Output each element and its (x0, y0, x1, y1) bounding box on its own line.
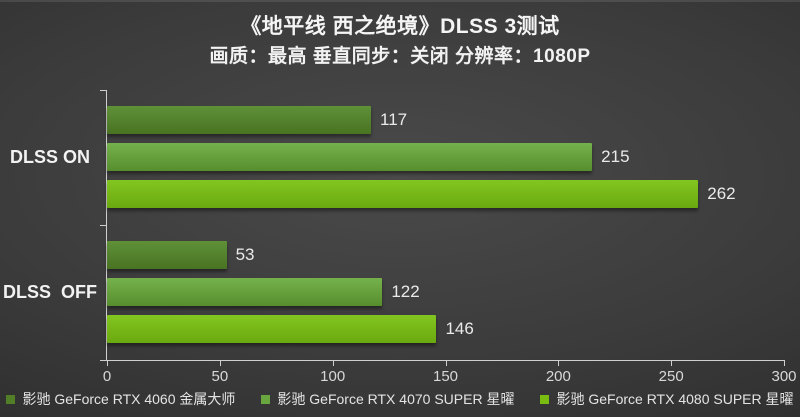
legend-item: 影驰 GeForce RTX 4080 SUPER 星曜 (540, 389, 794, 409)
x-axis-tick (671, 361, 673, 366)
x-axis-tick-label: 100 (320, 368, 346, 385)
plot-area: DLSS ON 117 215 262 DLSS OFF 53 122 146 0 50 100 15… (3, 90, 797, 385)
bar-row: 215 (107, 143, 784, 171)
category-group: DLSS ON 117 215 262 (10, 90, 784, 225)
x-axis-tick (107, 361, 108, 366)
bar-value-label: 53 (235, 245, 255, 264)
x-axis-tick (445, 361, 447, 366)
x-axis-tick-label: 300 (771, 368, 797, 385)
x-axis-line (106, 360, 785, 361)
category-group: DLSS OFF 53 122 146 (3, 225, 784, 360)
x-axis-tick (219, 361, 221, 366)
bar (107, 180, 699, 208)
legend-swatch-icon (261, 394, 271, 404)
chart-subtitle: 画质：最高 垂直同步：关闭 分辨率：1080P (209, 46, 591, 67)
bar (107, 241, 227, 269)
bar (107, 106, 372, 134)
bar-row: 53 (107, 241, 784, 269)
legend-swatch-icon (540, 394, 550, 404)
x-axis-tick (784, 361, 785, 366)
legend: 影驰 GeForce RTX 4060 金属大师 影驰 GeForce RTX 4… (0, 389, 800, 409)
legend-label: 影驰 GeForce RTX 4080 SUPER 星曜 (556, 391, 794, 407)
legend-label: 影驰 GeForce RTX 4060 金属大师 (22, 391, 236, 407)
bar-row: 262 (107, 180, 784, 208)
bar (107, 143, 593, 171)
bar (107, 315, 437, 343)
bar-row: 146 (107, 315, 784, 343)
bar-value-label: 122 (391, 282, 420, 301)
y-axis-tick (100, 360, 106, 361)
x-axis-tick (332, 361, 334, 366)
y-axis-tick (100, 225, 106, 226)
legend-item: 影驰 GeForce RTX 4070 SUPER 星曜 (261, 389, 514, 409)
y-axis-line (106, 90, 107, 361)
x-axis-tick (558, 361, 560, 366)
bar-value-label: 262 (707, 184, 736, 203)
bar-value-label: 117 (380, 110, 408, 129)
chart-title: 《地平线 西之绝境》DLSS 3测试 (240, 15, 560, 38)
category-label: DLSS OFF (3, 282, 97, 302)
bar-row: 122 (107, 278, 784, 306)
category-label: DLSS ON (9, 147, 90, 167)
bar-row: 117 (107, 106, 784, 134)
x-axis-tick-label: 250 (658, 368, 684, 385)
bar-value-label: 146 (445, 319, 474, 338)
x-axis-tick-label: 50 (211, 368, 229, 385)
y-axis-tick (100, 90, 106, 91)
x-axis-tick-label: 150 (432, 368, 459, 385)
legend-swatch-icon (6, 394, 16, 404)
legend-item: 影驰 GeForce RTX 4060 金属大师 (6, 389, 235, 409)
bar (107, 278, 383, 306)
bar-value-label: 215 (601, 147, 630, 166)
x-axis-tick-label: 200 (545, 368, 571, 385)
x-axis-tick-label: 0 (102, 368, 112, 385)
legend-label: 影驰 GeForce RTX 4070 SUPER 星曜 (277, 391, 515, 407)
